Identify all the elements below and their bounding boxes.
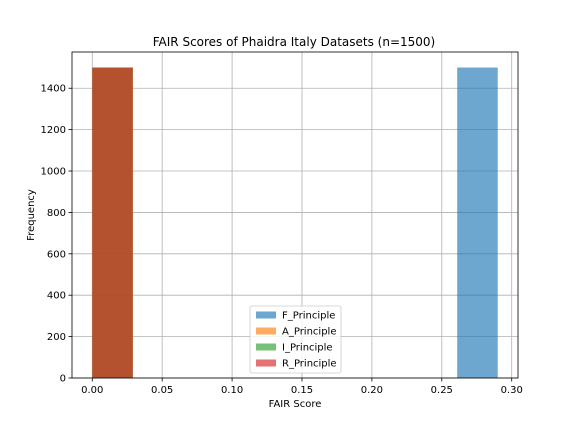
y-tick-label: 0 [60, 374, 66, 385]
x-tick-label: 0.30 [501, 385, 523, 396]
y-tick-label: 800 [47, 208, 66, 219]
bar-f-principle [457, 67, 498, 379]
y-tick-label: 200 [47, 332, 66, 343]
legend-entry: R_Principle [282, 359, 337, 370]
x-tick-label: 0.05 [151, 385, 173, 396]
x-tick-label: 0.25 [431, 385, 453, 396]
legend-swatch [256, 311, 276, 319]
y-axis-ticks: 0 200 400 600 800 1000 1200 1400 [41, 84, 72, 385]
legend-swatch [256, 359, 276, 367]
y-tick-label: 600 [47, 249, 66, 260]
grid-lines [72, 52, 518, 379]
y-tick-label: 1400 [41, 84, 66, 95]
legend: F_Principle A_Principle I_Principle R_Princ… [249, 305, 342, 374]
y-axis-label: Frequency [26, 189, 37, 241]
legend-swatch [256, 343, 276, 351]
legend-box [249, 305, 342, 374]
x-tick-label: 0.15 [291, 385, 313, 396]
y-tick-label: 400 [47, 291, 66, 302]
bar-r-principle [92, 67, 133, 379]
x-axis-label: FAIR Score [269, 399, 322, 410]
legend-entry: I_Principle [282, 343, 333, 354]
x-tick-label: 0.10 [221, 385, 243, 396]
x-axis-ticks: 0.00 0.05 0.10 0.15 0.20 0.25 0.30 [81, 378, 523, 396]
legend-entry: A_Principle [282, 327, 336, 338]
y-tick-label: 1000 [41, 167, 66, 178]
x-tick-label: 0.20 [361, 385, 383, 396]
chart-title: FAIR Scores of Phaidra Italy Datasets (n… [153, 35, 435, 49]
plot-frame [71, 51, 519, 379]
legend-entry: F_Principle [282, 311, 335, 322]
bars [92, 67, 498, 379]
y-tick-label: 1200 [41, 125, 66, 136]
x-tick-label: 0.00 [81, 385, 103, 396]
legend-swatch [256, 327, 276, 335]
